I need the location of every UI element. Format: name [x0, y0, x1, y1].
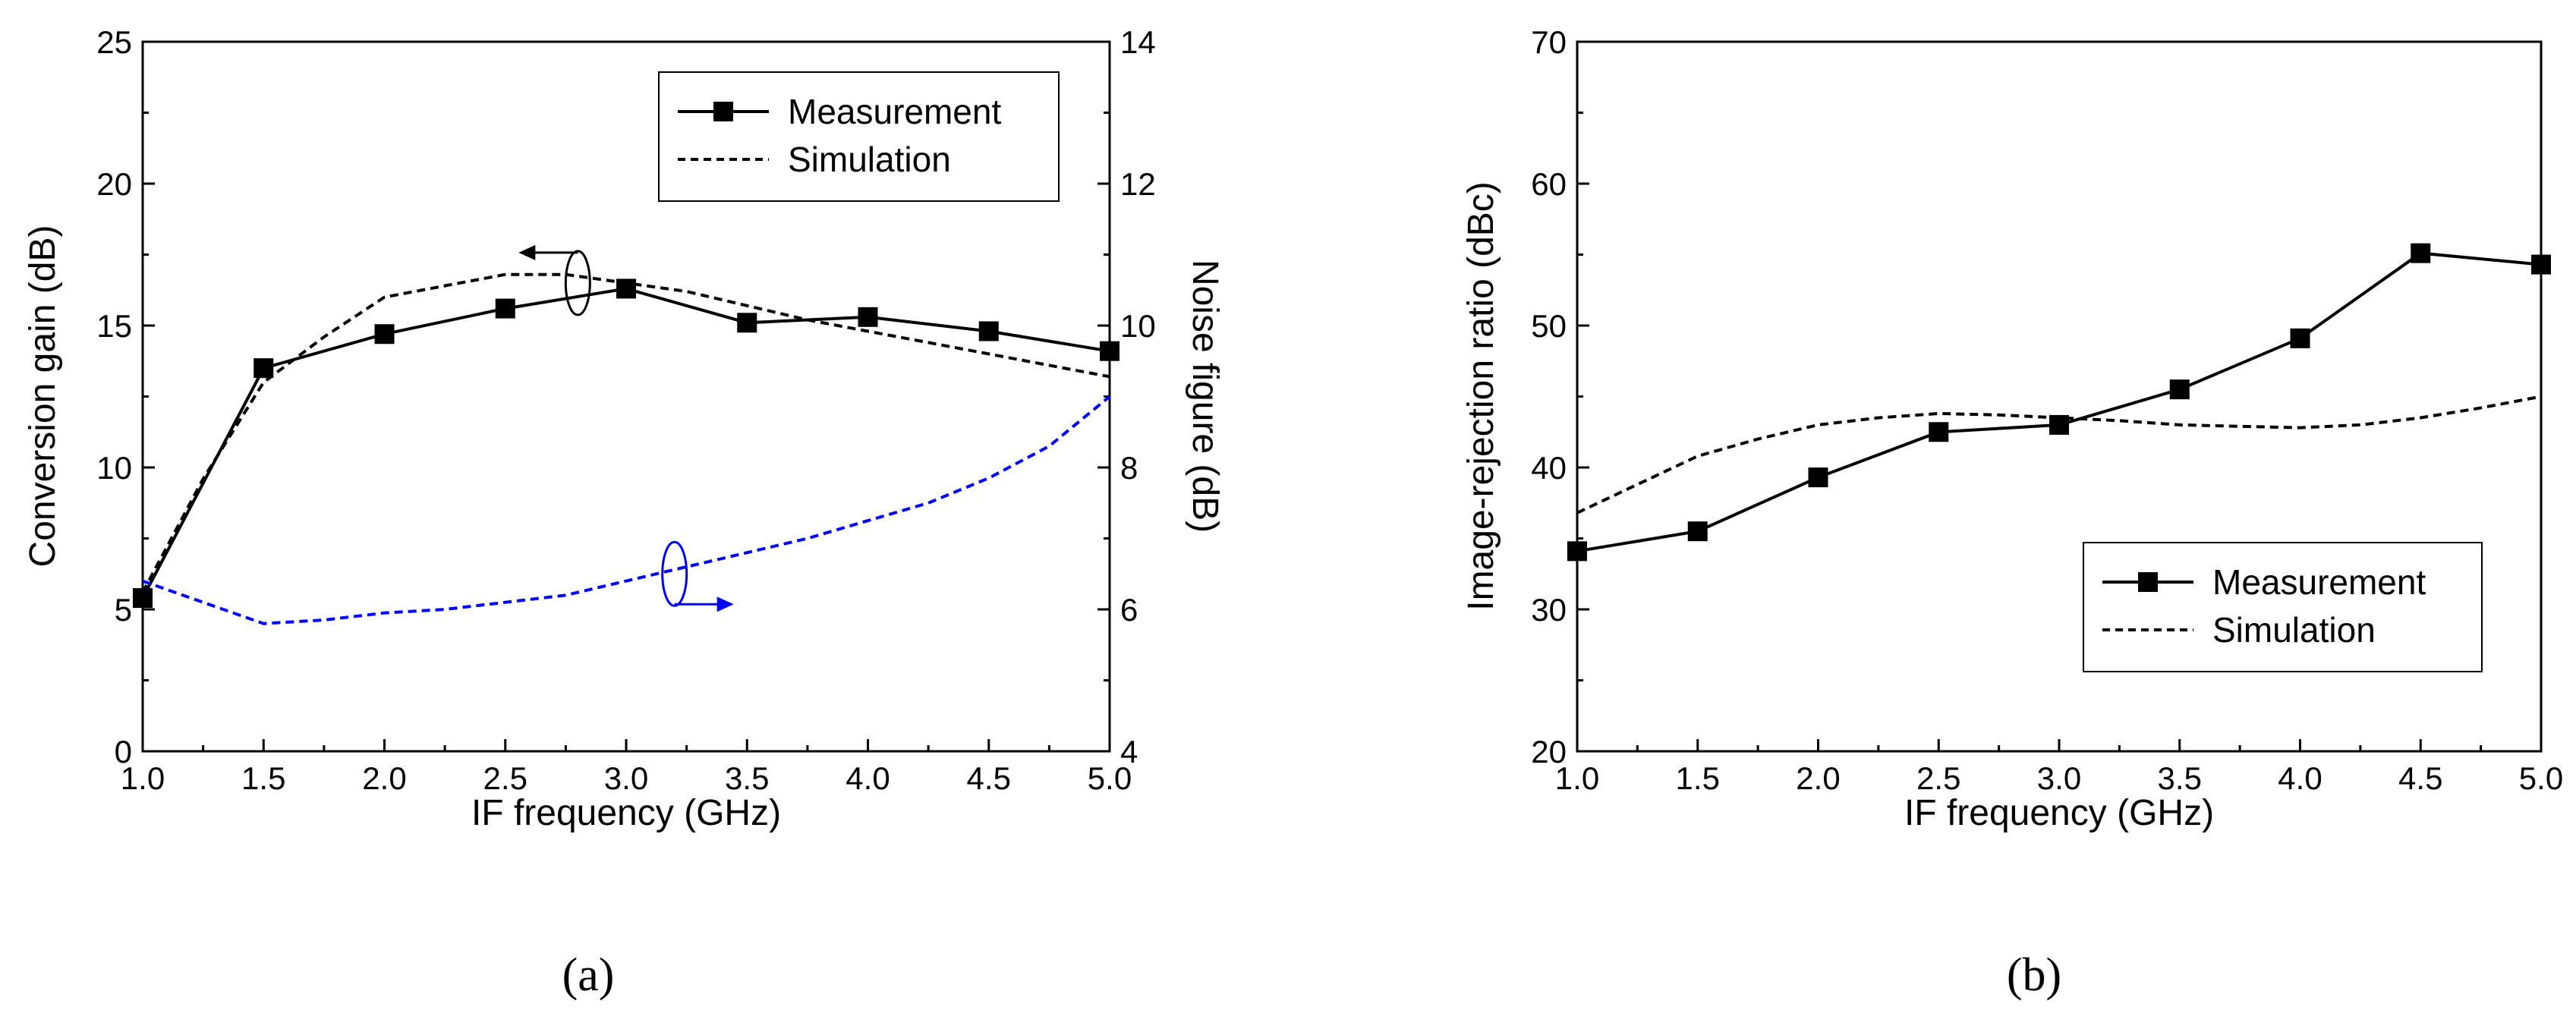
b-series-0-point-8 [2531, 254, 2551, 275]
b-y-tick-label-0: 20 [1531, 734, 1567, 770]
b-series-0-point-1 [1687, 521, 1708, 542]
a-series-line-2 [142, 395, 1111, 625]
b-x-tick-label-2: 2.0 [1796, 760, 1840, 796]
chart-panel-a: 1.0 1.5 2.0 2.5 3.0 3.5 4.0 4.5 5.0 0 5 10 15 20 25 4… [23, 24, 1225, 1001]
a-series-0-point-5 [737, 313, 757, 333]
a-y-right-tick-label-2: 8 [1120, 450, 1138, 486]
a-x-tick-label-3: 2.5 [483, 760, 527, 796]
a-x-tick-label-2: 2.0 [362, 760, 406, 796]
b-x-tick-label-7: 4.5 [2398, 760, 2442, 796]
a-x-tick-label-0: 1.0 [121, 760, 165, 796]
a-y-right-tick-label-1: 6 [1120, 592, 1138, 628]
b-x-tick-label-1: 1.5 [1676, 760, 1720, 796]
series-group-b [1567, 243, 2551, 562]
a-y-right-tick-label-3: 10 [1120, 308, 1156, 344]
series-group-a [133, 272, 1120, 625]
b-y-tick-label-5: 70 [1531, 24, 1567, 60]
a-x-tick-label-7: 4.5 [967, 760, 1011, 796]
a-series-0-point-6 [858, 307, 878, 327]
legend-marker-measurement-b [2138, 572, 2158, 592]
legend-box-a [658, 71, 1060, 202]
a-series-line-1 [141, 272, 1110, 593]
y-axis-label-b: Image-rejection ratio (dBc) [1461, 181, 1501, 611]
y-axis-label-a: Conversion gain (dB) [23, 225, 63, 568]
legend-label-simulation-b: Simulation [2212, 610, 2376, 650]
a-series-0-point-7 [978, 321, 999, 341]
chart-panel-b: 1.0 1.5 2.0 2.5 3.0 3.5 4.0 4.5 5.0 20 30 40 50 60 70… [1461, 24, 2563, 1001]
panel-label-a: (a) [562, 949, 615, 1001]
y-axis-ticks-b: 20 30 40 50 60 70 [1531, 24, 1589, 770]
a-series-0-point-2 [374, 324, 395, 345]
a-x-tick-label-1: 1.5 [241, 760, 285, 796]
legend-label-simulation-a: Simulation [788, 140, 951, 179]
a-y-tick-label-5: 25 [96, 24, 132, 60]
legend-label-measurement-b: Measurement [2212, 562, 2426, 602]
legend-marker-measurement-a [713, 102, 733, 121]
x-axis-ticks-a: 1.0 1.5 2.0 2.5 3.0 3.5 4.0 4.5 5.0 [121, 739, 1132, 796]
a-series-0-point-8 [1100, 341, 1120, 361]
b-y-tick-label-3: 50 [1531, 308, 1567, 344]
b-series-0-point-7 [2411, 243, 2431, 263]
x-axis-label-b: IF frequency (GHz) [1904, 793, 2214, 833]
a-x-tick-label-4: 3.0 [604, 760, 648, 796]
b-y-tick-label-1: 30 [1531, 592, 1567, 628]
a-y-tick-label-2: 10 [96, 450, 132, 486]
a-x-tick-label-6: 4.0 [846, 760, 890, 796]
a-y-tick-label-3: 15 [96, 308, 132, 344]
a-x-tick-label-8: 5.0 [1088, 760, 1132, 796]
y-axis-right-ticks-a: 4 6 8 10 12 14 [1097, 24, 1156, 770]
a-y-right-tick-label-0: 4 [1120, 734, 1138, 770]
annotation-ellipse-1 [661, 540, 688, 607]
a-y-right-tick-label-4: 12 [1120, 166, 1156, 202]
b-series-0-point-3 [1929, 422, 1949, 442]
b-series-0-point-6 [2290, 328, 2310, 348]
x-axis-label-a: IF frequency (GHz) [471, 793, 781, 833]
b-x-tick-label-3: 2.5 [1916, 760, 1960, 796]
y-axis-right-label-a: Noise figure (dB) [1185, 260, 1225, 533]
b-series-line-1 [1576, 395, 2542, 515]
b-x-tick-label-6: 4.0 [2278, 760, 2322, 796]
b-series-0-point-0 [1567, 541, 1587, 562]
b-series-0-point-5 [2169, 379, 2190, 400]
legend-box-b [2083, 542, 2483, 672]
y-axis-ticks-a: 0 5 10 15 20 25 [96, 24, 155, 770]
a-series-0-point-1 [254, 358, 274, 379]
b-y-tick-label-2: 40 [1531, 450, 1567, 486]
a-series-0-point-3 [495, 298, 515, 319]
legend-a: Measurement Simulation [658, 71, 1060, 202]
annotation-arrow-head-1 [716, 596, 734, 612]
a-y-tick-label-1: 5 [115, 592, 132, 628]
b-x-tick-label-8: 5.0 [2519, 760, 2563, 796]
annotation-ellipse-0 [564, 250, 591, 316]
b-x-tick-label-5: 3.5 [2158, 760, 2202, 796]
b-x-tick-label-0: 1.0 [1555, 760, 1599, 796]
panel-label-b: (b) [2007, 949, 2061, 1001]
a-y-right-tick-label-5: 14 [1120, 24, 1156, 60]
x-axis-ticks-b: 1.0 1.5 2.0 2.5 3.0 3.5 4.0 4.5 5.0 [1555, 739, 2563, 796]
legend-b: Measurement Simulation [2083, 542, 2483, 672]
b-x-tick-label-4: 3.0 [2037, 760, 2081, 796]
b-series-0-point-2 [1808, 467, 1828, 488]
b-y-tick-label-4: 60 [1531, 166, 1567, 202]
legend-label-measurement-a: Measurement [788, 92, 1001, 131]
a-y-tick-label-4: 20 [96, 166, 132, 202]
a-y-tick-label-0: 0 [115, 734, 132, 770]
a-x-tick-label-5: 3.5 [725, 760, 769, 796]
annotations-a [518, 244, 734, 612]
annotation-arrow-head-0 [518, 244, 536, 260]
